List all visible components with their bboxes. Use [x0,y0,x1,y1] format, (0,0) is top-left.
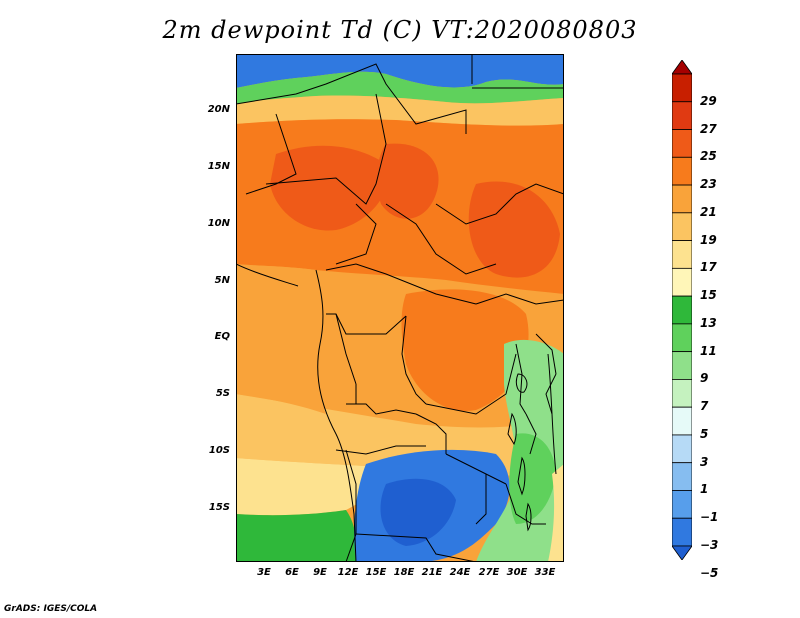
colorbar-swatch [672,184,692,214]
colorbar-swatch [672,434,692,464]
colorbar-swatch [672,462,692,491]
lon-label-30e: 30E [506,567,528,578]
cool-north-band [236,71,564,104]
colorbar-label: 21 [700,204,717,219]
lon-label-27e: 27E [478,567,500,578]
lon-label-12e: 12E [337,567,359,578]
colorbar-label: 25 [700,149,717,164]
atlantic-region [236,264,326,414]
hot-core-west [270,145,388,231]
colorbar [672,60,692,560]
colorbar-swatch [672,351,692,380]
colorbar-swatch [672,517,692,547]
lat-label-eq: EQ [214,331,230,342]
lon-label-6e: 6E [285,567,299,578]
colorbar-label: 11 [700,343,717,358]
colorbar-swatch [672,73,692,103]
southern-green-region [236,510,357,562]
colorbar-swatch [672,323,692,353]
colorbar-label: 9 [700,371,709,386]
congo-warm-region [401,289,529,411]
footer-credit: GrADS: IGES/COLA [4,604,98,614]
lakes [507,373,532,532]
colorbar-swatch [672,295,692,325]
colorbar-swatch [672,240,692,269]
lon-label-24e: 24E [449,567,471,578]
colorbar-label: 1 [700,482,709,497]
map-title: 2m dewpoint Td (C) VT:2020080803 [162,16,638,44]
colorbar-swatch [672,101,692,130]
lon-label-15e: 15E [365,567,387,578]
east-coast-pale [548,464,564,562]
dry-south-core [380,478,456,546]
colorbar-label: 13 [700,315,717,330]
colorbar-bottom-arrow [672,545,692,560]
hot-core-central [376,143,439,219]
colorbar-swatch [672,379,692,408]
warm-north-band [236,95,564,126]
colorbar-label: 27 [700,121,717,136]
colorbar-label: 15 [700,288,717,303]
lat-label-10n: 10N [207,218,230,229]
lat-label-5s: 5S [215,388,230,399]
colorbar-swatch [672,129,692,158]
colorbar-label: 19 [700,232,717,247]
colorbar-label: 29 [700,93,717,108]
coastlines [236,263,557,562]
colorbar-label: 23 [700,177,717,192]
colorbar-label: −3 [700,538,719,552]
colorbar-label: −1 [700,510,719,525]
colorbar-swatch [672,267,692,297]
lat-label-10s: 10S [208,445,230,456]
hot-core-east [468,181,560,278]
east-highland-cool [509,433,556,524]
lat-label-5n: 5N [214,275,230,286]
lon-label-9e: 9E [313,567,327,578]
colorbar-label: 5 [700,426,709,441]
dewpoint-map [236,54,564,562]
lon-label-33e: 33E [534,567,556,578]
country-borders [236,54,564,562]
colorbar-swatch [672,156,692,186]
lat-label-20n: 20N [207,104,230,115]
lon-label-21e: 21E [421,567,443,578]
colorbar-label: 3 [700,454,709,469]
colorbar-label: 7 [700,399,709,414]
lon-label-18e: 18E [393,567,415,578]
colorbar-top-arrow [672,60,692,75]
cold-north-region [236,54,564,88]
colorbar-swatch [672,406,692,436]
lat-label-15n: 15N [207,161,230,172]
colorbar-label: 17 [700,260,717,275]
colorbar-swatch [672,490,692,519]
colorbar-swatch [672,212,692,241]
map-border [236,54,564,562]
lat-label-15s: 15S [208,502,230,513]
lon-label-3e: 3E [257,567,271,578]
colorbar-label: −5 [700,565,719,580]
